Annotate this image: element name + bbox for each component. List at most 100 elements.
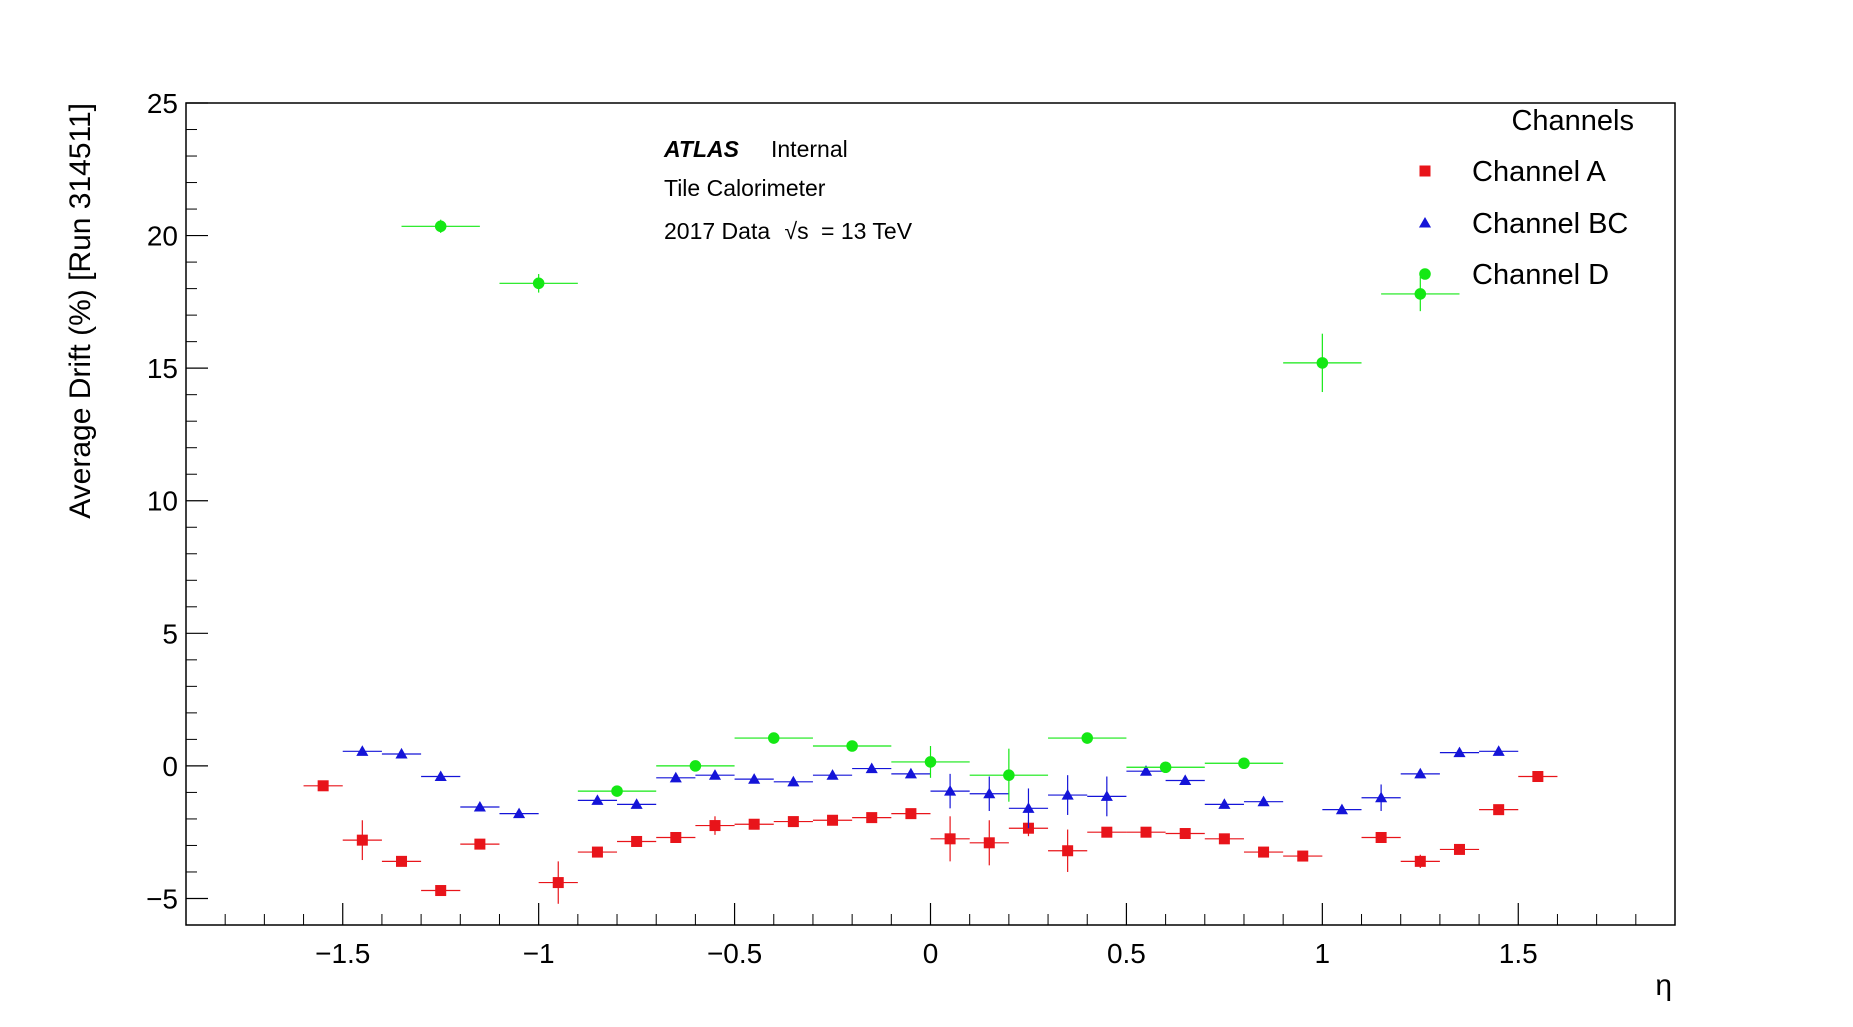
atlas-status-label: Internal <box>771 136 848 162</box>
marker-triangle <box>473 800 486 812</box>
data-point <box>773 816 813 828</box>
data-point <box>577 785 657 797</box>
data-point <box>773 775 813 787</box>
data-series <box>303 219 1558 904</box>
data-point <box>381 747 422 759</box>
data-point <box>1087 826 1127 838</box>
series-channel-a <box>303 771 1558 904</box>
marker-square <box>317 780 329 792</box>
data-point <box>421 885 461 897</box>
marker-circle <box>1003 769 1015 781</box>
data-point <box>852 812 892 824</box>
data-point <box>656 760 735 772</box>
sqrt-s-symbol: √s <box>785 218 809 244</box>
legend-label: Channel BC <box>1472 208 1628 240</box>
legend: Channels Channel A Channel BC Channel D <box>1418 105 1634 291</box>
data-point <box>1439 746 1480 758</box>
y-tick-label: 0 <box>162 751 178 782</box>
data-point <box>460 800 500 812</box>
marker-triangle <box>1453 746 1466 758</box>
marker-square <box>356 834 368 846</box>
data-point <box>1008 788 1049 829</box>
marker-triangle <box>1492 745 1505 756</box>
data-point <box>499 274 578 293</box>
data-point <box>1204 757 1284 770</box>
data-point <box>969 748 1049 802</box>
marker-triangle <box>787 775 800 787</box>
marker-triangle <box>395 747 408 759</box>
legend-marker-square <box>1419 165 1431 177</box>
data-point <box>1126 765 1166 776</box>
data-point <box>1361 784 1401 811</box>
legend-marker-circle <box>1419 268 1431 280</box>
data-point <box>930 816 970 862</box>
x-tick-label: 1.5 <box>1499 938 1538 969</box>
data-point <box>1283 850 1323 862</box>
marker-square <box>709 820 721 832</box>
data-point <box>499 807 539 819</box>
marker-square <box>1218 833 1230 845</box>
marker-triangle <box>1179 774 1192 786</box>
y-tick-label: 15 <box>147 353 178 384</box>
marker-triangle <box>669 771 682 783</box>
x-axis-title: η <box>1655 969 1672 1002</box>
marker-triangle <box>983 787 996 799</box>
marker-square <box>827 814 839 826</box>
marker-triangle <box>826 769 839 780</box>
marker-triangle <box>944 785 957 796</box>
marker-square <box>1179 828 1191 840</box>
data-point <box>617 798 657 809</box>
x-tick-label: −1 <box>523 938 555 969</box>
marker-triangle <box>748 773 761 784</box>
marker-square <box>552 877 564 889</box>
data-point <box>342 820 382 861</box>
marker-square <box>1062 845 1074 857</box>
data-point <box>1087 776 1127 817</box>
marker-square <box>983 837 995 849</box>
marker-triangle <box>1061 789 1074 800</box>
marker-triangle <box>1139 765 1153 776</box>
data-point <box>1400 854 1440 868</box>
data-point <box>1479 804 1519 816</box>
data-point <box>695 816 735 835</box>
legend-entry: Channel BC <box>1418 208 1628 240</box>
data-point <box>812 814 853 826</box>
data-point <box>969 776 1009 811</box>
series-channel-d <box>401 219 1460 802</box>
data-point <box>695 769 735 780</box>
y-tick-label: −5 <box>146 883 178 914</box>
marker-square <box>905 808 917 820</box>
data-point <box>852 762 892 774</box>
marker-triangle <box>434 770 447 782</box>
marker-circle <box>689 760 702 772</box>
energy-value: = 13 TeV <box>821 218 913 244</box>
data-point <box>1048 829 1088 872</box>
marker-circle <box>611 785 623 797</box>
marker-triangle <box>356 745 369 756</box>
marker-circle <box>1159 761 1172 774</box>
y-minor-ticks <box>186 129 197 926</box>
marker-square <box>866 812 878 824</box>
marker-square <box>1414 855 1426 867</box>
marker-square <box>944 833 956 845</box>
data-point <box>1204 798 1244 809</box>
marker-circle <box>1081 732 1094 744</box>
data-point <box>812 740 892 752</box>
marker-circle <box>1238 757 1250 770</box>
data-point <box>1283 333 1362 393</box>
data-point <box>1048 775 1088 815</box>
data-point <box>1204 833 1244 845</box>
marker-square <box>1532 771 1544 783</box>
data-point <box>421 770 461 782</box>
marker-square <box>1258 846 1270 858</box>
marker-circle <box>1414 288 1427 300</box>
data-point <box>969 820 1009 866</box>
data-point <box>1126 761 1205 774</box>
data-point <box>460 838 500 850</box>
data-point <box>538 861 578 904</box>
data-point <box>1479 745 1519 756</box>
marker-square <box>435 885 447 897</box>
dataset-label: 2017 Data √s = 13 TeV <box>664 218 913 244</box>
marker-square <box>1375 831 1387 843</box>
